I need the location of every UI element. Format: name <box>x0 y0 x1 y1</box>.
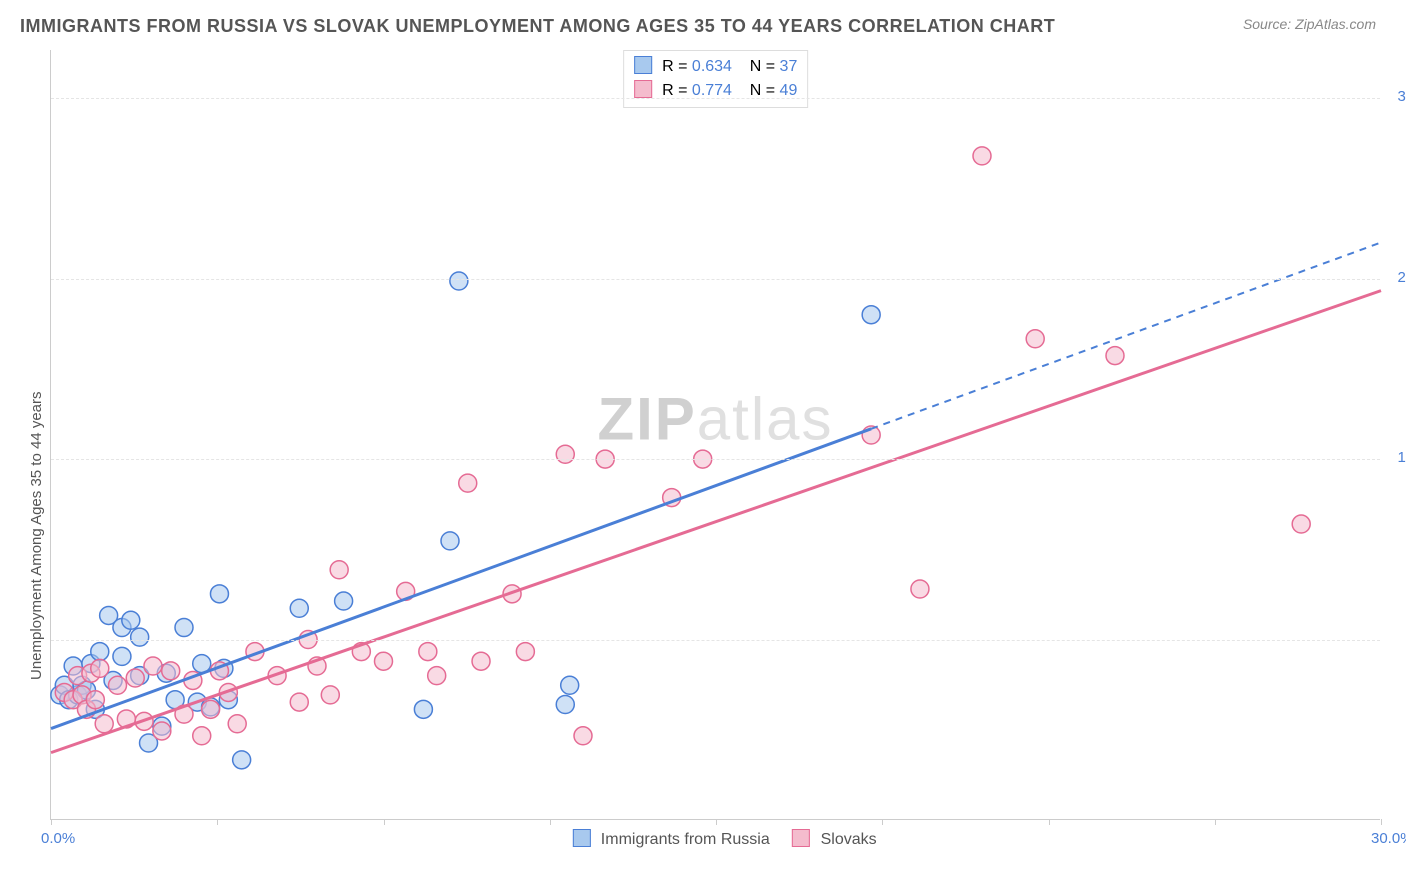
data-point <box>375 652 393 670</box>
data-point <box>233 751 251 769</box>
data-point <box>516 643 534 661</box>
data-point <box>556 696 574 714</box>
data-point <box>459 474 477 492</box>
legend-label: Immigrants from Russia <box>601 831 770 848</box>
data-point <box>193 727 211 745</box>
data-point <box>290 599 308 617</box>
data-point <box>202 700 220 718</box>
x-tick <box>550 819 551 825</box>
series-legend: Immigrants from Russia Slovaks <box>554 829 876 849</box>
data-point <box>450 272 468 290</box>
x-tick-label: 0.0% <box>41 830 75 847</box>
data-point <box>1106 347 1124 365</box>
data-point <box>441 532 459 550</box>
y-tick-label: 15.0% <box>1397 449 1406 466</box>
gridline <box>51 98 1380 99</box>
data-point <box>428 667 446 685</box>
x-tick <box>1215 819 1216 825</box>
data-point <box>113 647 131 665</box>
gridline <box>51 640 1380 641</box>
y-tick-label: 22.5% <box>1397 269 1406 286</box>
data-point <box>574 727 592 745</box>
legend-label: Slovaks <box>821 831 877 848</box>
data-point <box>321 686 339 704</box>
data-point <box>126 669 144 687</box>
data-point <box>330 561 348 579</box>
data-point <box>228 715 246 733</box>
data-point <box>335 592 353 610</box>
source-attribution: Source: ZipAtlas.com <box>1243 16 1376 32</box>
data-point <box>862 306 880 324</box>
data-point <box>419 643 437 661</box>
x-tick <box>716 819 717 825</box>
data-point <box>91 659 109 677</box>
data-point <box>109 676 127 694</box>
data-point <box>86 691 104 709</box>
gridline <box>51 279 1380 280</box>
data-point <box>95 715 113 733</box>
data-point <box>91 643 109 661</box>
x-tick <box>217 819 218 825</box>
trend-line <box>51 429 871 729</box>
gridline <box>51 459 1380 460</box>
chart-title: IMMIGRANTS FROM RUSSIA VS SLOVAK UNEMPLO… <box>20 16 1055 37</box>
scatter-plot <box>51 50 1380 819</box>
data-point <box>911 580 929 598</box>
data-point <box>290 693 308 711</box>
data-point <box>122 611 140 629</box>
data-point <box>175 619 193 637</box>
data-point <box>131 628 149 646</box>
x-tick <box>384 819 385 825</box>
x-tick <box>882 819 883 825</box>
data-point <box>153 722 171 740</box>
x-tick <box>51 819 52 825</box>
data-point <box>1026 330 1044 348</box>
x-tick <box>1381 819 1382 825</box>
data-point <box>556 445 574 463</box>
y-axis-label: Unemployment Among Ages 35 to 44 years <box>28 391 45 680</box>
y-tick-label: 30.0% <box>1397 88 1406 105</box>
trend-line <box>51 291 1381 753</box>
data-point <box>561 676 579 694</box>
trend-line-dashed <box>871 243 1381 429</box>
swatch-icon <box>572 829 590 847</box>
x-tick-label: 30.0% <box>1371 830 1406 847</box>
x-tick <box>1049 819 1050 825</box>
data-point <box>210 585 228 603</box>
data-point <box>144 657 162 675</box>
data-point <box>162 662 180 680</box>
data-point <box>1292 515 1310 533</box>
data-point <box>973 147 991 165</box>
chart-area: ZIPatlas R = 0.634 N = 37 R = 0.774 N = … <box>50 50 1380 820</box>
data-point <box>414 700 432 718</box>
data-point <box>472 652 490 670</box>
swatch-icon <box>792 829 810 847</box>
